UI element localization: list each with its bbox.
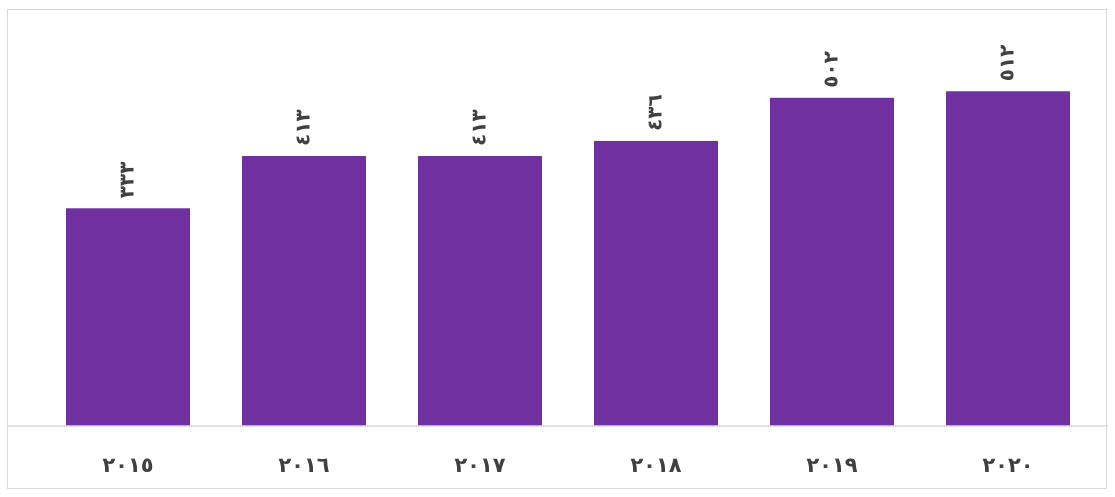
chart-area: ٣٣٣ ٤١٣ ٤١٣ ٤٣٦ ٥٠٢ ٥١٢ ٢٠١٥ ٢٠١٦ ٢٠١٧ ٢٠١٨ ٢٠١٩ ٢… xyxy=(7,9,1108,489)
data-label: ٥١٢ xyxy=(995,45,1019,82)
data-label: ٤١٣ xyxy=(291,109,315,146)
bar xyxy=(594,140,718,426)
x-tick-label: ٢٠١٧ xyxy=(454,453,505,477)
data-labels-group: ٣٣٣ ٤١٣ ٤١٣ ٤٣٦ ٥٠٢ ٥١٢ xyxy=(115,45,1019,199)
bar xyxy=(66,208,190,426)
data-label: ٤١٣ xyxy=(467,109,491,146)
x-tick-label: ٢٠١٨ xyxy=(630,453,681,477)
data-label: ٤٣٦ xyxy=(643,94,667,131)
x-tick-label: ٢٠١٩ xyxy=(806,453,857,477)
bar xyxy=(418,155,542,427)
bar xyxy=(770,97,894,427)
x-tick-label: ٢٠١٥ xyxy=(102,453,153,477)
data-label: ٥٠٢ xyxy=(819,51,843,88)
bar xyxy=(946,91,1070,427)
x-tick-label: ٢٠٢٠ xyxy=(982,453,1033,477)
bar xyxy=(242,155,366,427)
x-tick-label: ٢٠١٦ xyxy=(278,453,329,477)
x-tick-labels-group: ٢٠١٥ ٢٠١٦ ٢٠١٧ ٢٠١٨ ٢٠١٩ ٢٠٢٠ xyxy=(102,453,1033,477)
bars-group xyxy=(66,91,1070,427)
data-label: ٣٣٣ xyxy=(115,162,139,199)
